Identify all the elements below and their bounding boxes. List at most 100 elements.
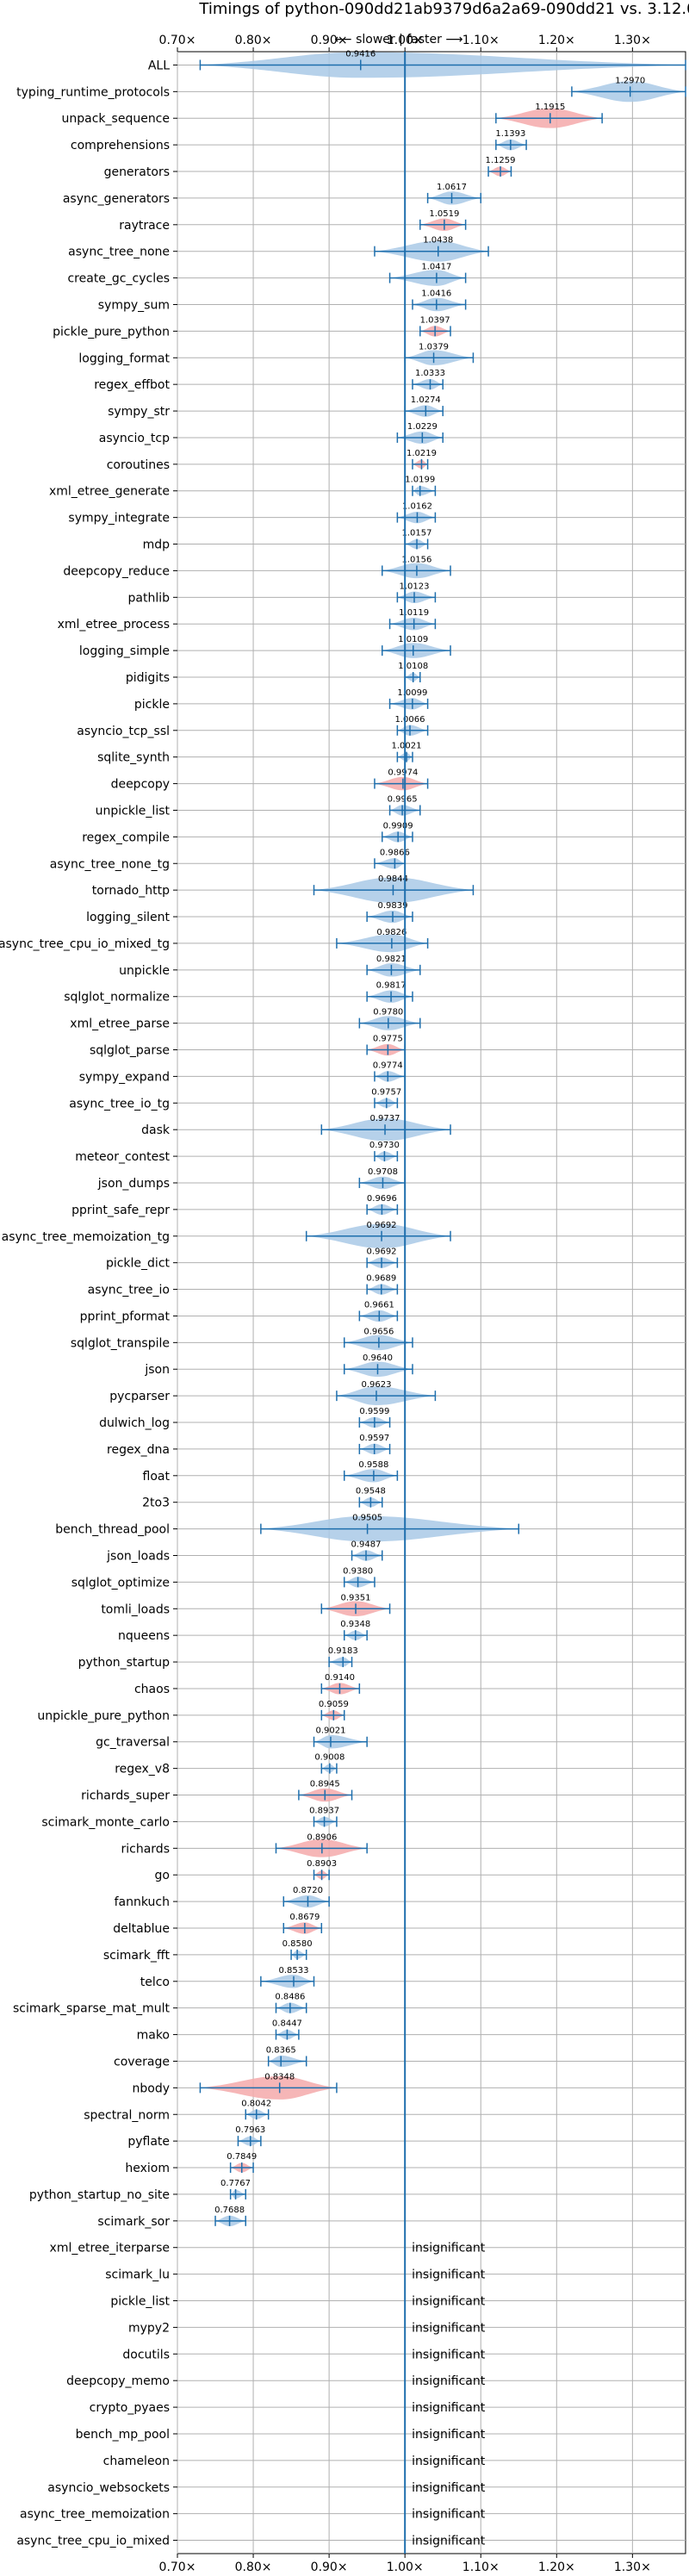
category-label: nqueens: [118, 1629, 170, 1643]
x-axis-ticks: 0.70× 0.70× 0.80× 0.80× 0.90× 0.90× 1.00× 1.00×…: [159, 34, 651, 2574]
category-label: regex_v8: [115, 1763, 170, 1776]
value-label: 0.9866: [380, 848, 410, 857]
series-row: generators 1.1259: [104, 156, 516, 179]
value-label: 1.0397: [420, 315, 450, 325]
series-row: dulwich_log 0.9599: [99, 1407, 391, 1430]
category-label: meteor_contest: [75, 1150, 170, 1164]
value-label: 1.0162: [402, 502, 432, 512]
series-row: json_loads 0.9487: [106, 1540, 383, 1563]
x-tick-label-top: 0.80×: [235, 34, 272, 47]
series-row: async_tree_none 1.0438: [68, 236, 489, 262]
category-label: async_tree_cpu_io_mixed_tg: [0, 937, 170, 951]
category-label: sqlglot_parse: [90, 1044, 170, 1058]
value-label: 0.9775: [373, 1035, 403, 1044]
category-label: sqlglot_transpile: [71, 1336, 170, 1350]
category-label: dask: [141, 1123, 171, 1137]
value-label: 1.0199: [405, 476, 435, 485]
series-row: async_tree_io_tg 0.9757: [69, 1087, 401, 1111]
series-row: create_gc_cycles 1.0417: [67, 263, 467, 286]
x-tick-label-bottom: 1.00×: [387, 2560, 424, 2574]
value-label: 1.0333: [415, 369, 445, 378]
series-row: raytrace 1.0519: [119, 209, 467, 233]
value-label: 1.0123: [400, 582, 430, 591]
x-tick-label-bottom: 0.90×: [311, 2560, 348, 2574]
value-label: 0.9656: [363, 1327, 394, 1336]
insignificant-row: deepcopy_memo insignificant: [66, 2374, 486, 2388]
category-label: async_tree_memoization_tg: [2, 1230, 170, 1244]
insignificant-label: insignificant: [412, 2401, 486, 2415]
category-label: pycparser: [109, 1390, 170, 1403]
x-tick-label-top: 1.10×: [462, 34, 500, 47]
series-row: dask 0.9737: [141, 1114, 451, 1142]
insignificant-label: insignificant: [412, 2428, 486, 2442]
series-row: regex_v8 0.9008: [115, 1753, 344, 1776]
x-tick-label-bottom: 0.70×: [159, 2560, 196, 2574]
category-label: pathlib: [128, 591, 171, 605]
value-label: 0.9380: [343, 1566, 373, 1576]
series-row: unpickle_pure_python 0.9059: [37, 1700, 348, 1723]
series-row: scimark_sparse_mat_mult 0.8486: [13, 1993, 307, 2016]
value-label: 0.8945: [310, 1780, 340, 1789]
value-label: 0.9826: [376, 928, 407, 937]
value-label: 0.9974: [388, 768, 418, 778]
insignificant-label: insignificant: [412, 2295, 486, 2309]
series-row: comprehensions 1.1393: [71, 129, 527, 152]
value-label: 0.9623: [361, 1380, 391, 1390]
category-label: sympy_str: [108, 405, 170, 419]
value-label: 0.9183: [328, 1646, 358, 1656]
insignificant-label: insignificant: [412, 2455, 486, 2468]
category-label: python_startup: [78, 1656, 170, 1670]
category-label: typing_runtime_protocols: [16, 85, 170, 99]
insignificant-row: async_tree_memoization insignificant: [20, 2508, 486, 2522]
category-label: pprint_pformat: [80, 1310, 171, 1323]
value-label: 1.0066: [394, 715, 425, 725]
series-row: go 0.8903: [155, 1859, 338, 1882]
category-label: logging_silent: [86, 911, 170, 924]
series-row: sqlite_synth 1.0021: [97, 742, 421, 765]
series-row: pickle_dict 0.9692: [106, 1248, 399, 1271]
value-label: 0.9140: [325, 1673, 355, 1683]
category-label: crypto_pyaes: [90, 2401, 170, 2415]
category-label: async_tree_memoization: [20, 2508, 170, 2522]
x-tick-label-bottom: 1.20×: [538, 2560, 575, 2574]
category-label: fannkuch: [115, 1895, 170, 1909]
insignificant-label: insignificant: [412, 2321, 486, 2335]
category-label: mdp: [143, 538, 171, 552]
category-label: bench_thread_pool: [55, 1523, 170, 1537]
value-label: 0.9708: [368, 1167, 398, 1177]
category-label: sqlglot_normalize: [64, 991, 170, 1005]
series-row: xml_etree_parse 0.9780: [70, 1008, 421, 1031]
value-label: 0.9757: [371, 1087, 401, 1097]
category-label: chameleon: [103, 2455, 170, 2468]
x-tick-label-top: 0.90×: [311, 34, 348, 47]
series-row: chaos 0.9140: [134, 1673, 361, 1696]
category-label: richards: [121, 1842, 171, 1856]
value-label: 1.0274: [411, 395, 441, 405]
series-row: regex_dna 0.9597: [107, 1434, 391, 1457]
value-label: 0.9597: [359, 1434, 389, 1443]
value-label: 0.8348: [264, 2072, 295, 2081]
series-row: async_generators 1.0617: [63, 183, 481, 206]
category-label: sympy_sum: [98, 298, 170, 312]
series-row: pyflate 0.7963: [127, 2125, 265, 2149]
category-label: json_dumps: [97, 1177, 170, 1191]
series-row: logging_simple 1.0109: [79, 635, 451, 658]
category-label: unpack_sequence: [62, 112, 170, 126]
series-row: scimark_fft 0.8580: [103, 1939, 313, 1963]
series-row: pickle 1.0099: [134, 688, 429, 712]
chart-title: Timings of python-090dd21ab9379d6a2a69-0…: [198, 0, 689, 18]
category-label: pickle_pure_python: [53, 325, 170, 339]
category-label: regex_compile: [82, 831, 170, 844]
value-label: 0.9008: [314, 1753, 344, 1763]
category-label: sqlglot_optimize: [71, 1576, 170, 1590]
category-label: generators: [104, 165, 170, 179]
value-label: 0.9416: [345, 49, 376, 59]
category-label: unpickle_pure_python: [37, 1709, 170, 1723]
value-label: 0.9774: [373, 1061, 403, 1070]
x-tick-label-bottom: 0.80×: [235, 2560, 272, 2574]
series-row: xml_etree_process 1.0119: [58, 608, 437, 632]
category-label: spectral_norm: [84, 2108, 170, 2122]
category-label: mako: [137, 2029, 170, 2043]
series-row: deepcopy_reduce 1.0156: [63, 555, 451, 578]
